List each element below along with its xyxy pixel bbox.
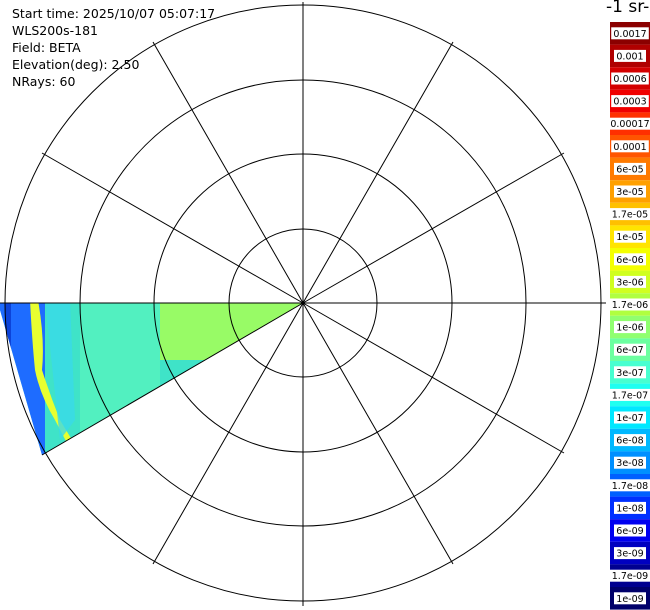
nrays-label: NRays: 60 — [12, 74, 76, 89]
colorbar-tick-bg — [614, 343, 646, 356]
spoke — [152, 41, 304, 304]
colorbar-tick-bg — [614, 49, 646, 62]
elevation-label: Elevation(deg): 2.50 — [12, 57, 140, 72]
colorbar-tick-bg — [611, 27, 649, 40]
colorbar-tick-bg — [614, 366, 646, 379]
colorbar-tick-label: 3e-07 — [616, 368, 643, 379]
colorbar-tick-bg — [611, 72, 649, 85]
colorbar-tick-label: 6e-07 — [616, 345, 643, 356]
colorbar-tick-bg — [608, 479, 650, 492]
colorbar-tick-bg — [614, 434, 646, 447]
scan-sector — [0, 303, 303, 455]
colorbar-tick-label: 0.00017 — [610, 119, 649, 130]
colorbar-tick-label: 1e-08 — [616, 503, 643, 514]
colorbar-tick-label: 6e-09 — [616, 526, 643, 537]
colorbar-tick-label: 1.7e-08 — [612, 481, 648, 492]
colorbar-tick-label: 0.0003 — [613, 97, 646, 108]
colorbar-tick-label: 3e-06 — [616, 277, 643, 288]
colorbar-tick-label: 1.7e-09 — [612, 571, 648, 582]
colorbar-tick-label: 1e-07 — [616, 413, 643, 424]
colorbar-tick-label: 0.0017 — [613, 29, 646, 40]
colorbar-tick-bg — [614, 547, 646, 560]
colorbar-tick-bg — [614, 411, 646, 424]
colorbar-tick-bg — [614, 456, 646, 469]
colorbar-tick-bg — [614, 230, 646, 243]
start-time-label: Start time: 2025/10/07 05:07:17 — [12, 6, 216, 21]
spoke — [302, 152, 565, 304]
colorbar-tick-label: 0.0001 — [613, 142, 646, 153]
colorbar-tick-bg — [614, 501, 646, 514]
colorbar-tick-label: 3e-09 — [616, 549, 643, 560]
colorbar-tick-bg — [614, 253, 646, 266]
spoke — [41, 152, 304, 304]
colorbar-tick-bg — [608, 117, 650, 130]
instrument-label: WLS200s-181 — [12, 23, 98, 38]
colorbar-tick-bg — [608, 298, 650, 311]
colorbar-tick-label: 0.001 — [616, 51, 643, 62]
spoke — [302, 302, 565, 454]
spoke — [41, 302, 304, 456]
colorbar-tick-label: 1.7e-06 — [612, 300, 648, 311]
colorbar-tick-bg — [608, 569, 650, 582]
colorbar-tick-bg — [614, 275, 646, 288]
colorbar-tick-label: 0.0006 — [613, 74, 646, 85]
scan-info: Start time: 2025/10/07 05:07:17 WLS200s-… — [12, 5, 215, 90]
colorbar-tick-bg — [614, 592, 646, 605]
colorbar-tick-bg — [611, 95, 649, 108]
colorbar-tick-bg — [608, 208, 650, 221]
colorbar-tick-label: 3e-08 — [616, 458, 643, 469]
colorbar-tick-label: 1e-06 — [616, 323, 643, 334]
spoke — [302, 302, 454, 565]
azimuth-spokes — [0, 2, 606, 606]
colorbar-tick-bg — [614, 321, 646, 334]
colorbar: 0.0017 0.001 0.0006 0.0003 0.00017 0.0001 6e-0… — [608, 22, 650, 610]
colorbar-tick-label: 1.7e-07 — [612, 390, 648, 401]
colorbar-tick-bg — [611, 140, 649, 153]
colorbar-tick-label: 1.7e-05 — [612, 210, 648, 221]
colorbar-tick-label: 6e-08 — [616, 436, 643, 447]
colorbar-tick-label: 1e-05 — [616, 232, 643, 243]
colorbar-tick-bg — [614, 524, 646, 537]
colorbar-tick-bg — [608, 388, 650, 401]
colorbar-tick-bg — [614, 185, 646, 198]
field-label: Field: BETA — [12, 40, 81, 55]
colorbar-title: -1 sr- — [606, 0, 650, 17]
colorbar-tick-label: 3e-05 — [616, 187, 643, 198]
colorbar-tick-label: 6e-05 — [616, 164, 643, 175]
colorbar-tick-bg — [614, 162, 646, 175]
colorbar-tick-label: 1e-09 — [616, 594, 643, 605]
spoke — [302, 41, 454, 304]
colorbar-tick-label: 6e-06 — [616, 255, 643, 266]
spoke — [152, 302, 304, 565]
